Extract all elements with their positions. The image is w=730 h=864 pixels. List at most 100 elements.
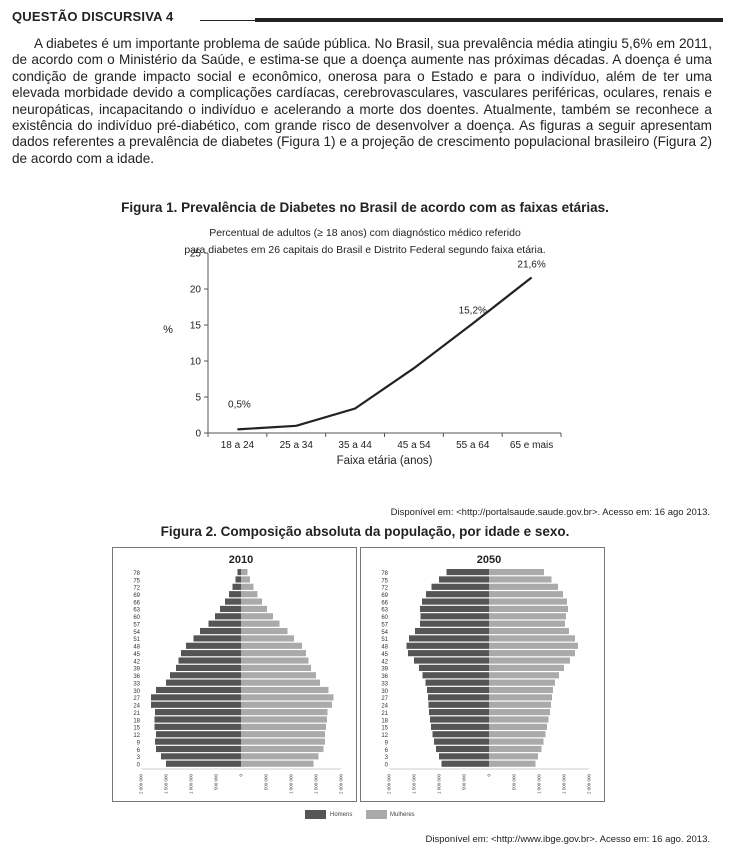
pyramid-bar-mulheres: [241, 745, 324, 753]
age-tick-label: 48: [381, 645, 388, 651]
y-tick-label: 15: [190, 321, 202, 332]
pyramid-bar-homens: [154, 716, 241, 723]
age-tick-label: 42: [133, 659, 140, 665]
pyramid-bar-mulheres: [241, 694, 334, 701]
pyramid-bar-mulheres: [489, 642, 578, 649]
pyramid-bar-mulheres: [489, 591, 563, 598]
pyramid-bar-mulheres: [489, 598, 567, 605]
age-tick-label: 27: [381, 696, 388, 702]
pyramid-bar-homens: [170, 672, 241, 679]
age-tick-label: 30: [133, 689, 140, 695]
intro-text-block: A diabetes é um importante problema de s…: [12, 36, 712, 167]
pyramid-bar-mulheres: [241, 605, 267, 613]
series-line: [237, 276, 533, 431]
pyramid-bar-mulheres: [489, 576, 552, 583]
pyramid-bar-homens: [166, 760, 241, 767]
pyramid-bar-homens: [155, 709, 241, 716]
pyramid-bar-mulheres: [489, 731, 546, 738]
x-tick-label: 1 500 000: [164, 774, 169, 795]
age-tick-label: 69: [381, 593, 388, 599]
x-tick-label: 1 000 000: [437, 774, 442, 795]
age-tick-label: 3: [137, 755, 141, 761]
pyramid-bar-mulheres: [241, 760, 314, 767]
question-header: QUESTÃO DISCURSIVA 4: [12, 9, 723, 29]
y-tick-label: 5: [195, 393, 201, 404]
pyramid-bar-mulheres: [489, 701, 551, 708]
age-tick-label: 39: [381, 667, 388, 673]
figure1-subtitle-line2: para diabetes em 26 capitais do Brasil e…: [184, 244, 546, 256]
x-tick-label: 500 000: [214, 774, 219, 791]
pyramid-bar-mulheres: [489, 569, 544, 576]
age-tick-label: 15: [381, 726, 388, 732]
age-tick-label: 72: [381, 586, 388, 592]
diabetes-line-chart: 0 5 10 15 20 25 18 a 24 25 a 34 35 a 44 45 a 54 55…: [150, 244, 580, 474]
pyramid-2010-frame: 2010 0 3 6 9 12 15 18 21 24 27 30 33 36 39 42 45 48 51 54 57…: [112, 547, 357, 802]
age-tick-label: 6: [137, 748, 141, 754]
pyramid-2050-frame: 2050 0 3 6 9 12 15 18 21 24 27 30 33 36 39 42 45 48 51 54 57…: [360, 547, 605, 802]
pyramid-bar-homens: [430, 716, 489, 723]
pyramid-bar-homens: [429, 709, 489, 716]
age-tick-label: 72: [133, 586, 140, 592]
pyramid-bar-homens: [178, 657, 241, 664]
diabetes-line-chart-svg: 0 5 10 15 20 25 18 a 24 25 a 34 35 a 44 45 a 54 55…: [163, 249, 562, 467]
x-tick-label: 500 000: [264, 774, 269, 791]
pyramid-title-2010: 2010: [229, 554, 253, 566]
pyramid-bar-homens: [426, 591, 489, 598]
pyramid-bar-mulheres: [489, 723, 547, 730]
pyramid-bar-homens: [432, 731, 489, 738]
x-tick-label: 18 a 24: [221, 440, 255, 451]
pyramid-bar-homens: [419, 664, 489, 671]
pyramid-bar-homens: [220, 605, 241, 613]
pyramid-bar-homens: [439, 576, 489, 583]
pyramid-bar-mulheres: [489, 605, 568, 613]
pyramid-bar-homens: [229, 591, 241, 598]
age-tick-label: 45: [381, 652, 388, 658]
pyramid-bar-mulheres: [489, 686, 553, 694]
header-rule-thick: [255, 18, 723, 22]
pyramid-bar-mulheres: [241, 627, 288, 635]
age-tick-label: 21: [133, 711, 140, 717]
pyramid-bar-mulheres: [241, 753, 319, 760]
pyramid-bar-homens: [422, 672, 489, 679]
age-tick-label: 60: [381, 615, 388, 621]
pyramid-bar-mulheres: [241, 583, 254, 590]
pyramid-bar-mulheres: [241, 701, 332, 708]
x-tick-label: 500 000: [462, 774, 467, 791]
age-tick-label: 51: [133, 637, 140, 643]
y-tick-label: 25: [190, 249, 202, 260]
pyramid-bar-mulheres: [489, 635, 575, 642]
legend-label-homens: Homens: [330, 812, 353, 818]
pyramid-bar-mulheres: [489, 627, 569, 635]
age-tick-label: 66: [381, 600, 388, 606]
pyramid-bar-mulheres: [489, 738, 544, 745]
age-tick-label: 48: [133, 645, 140, 651]
pyramid-bar-mulheres: [489, 745, 542, 753]
pyramid-bar-mulheres: [241, 679, 320, 686]
pyramid-bar-homens: [409, 635, 489, 642]
x-tick-label: 1 000 000: [189, 774, 194, 795]
x-tick-label: 0: [239, 774, 244, 777]
pyramid-bar-homens: [155, 738, 241, 745]
figure1-source: Disponível em: <http://portalsaude.saude…: [390, 507, 710, 518]
pyramid-2050-svg: 2050036912151821242730333639424548515457…: [381, 554, 592, 795]
data-label: 0,5%: [228, 399, 251, 410]
pyramid-bar-homens: [446, 569, 489, 576]
pyramid-bar-homens: [420, 613, 489, 620]
y-tick-label: 10: [190, 357, 202, 368]
pyramid-bar-homens: [420, 605, 489, 613]
pyramid-bar-homens: [176, 664, 241, 671]
age-tick-label: 27: [133, 696, 140, 702]
age-tick-label: 36: [381, 674, 388, 680]
pyramid-bar-homens: [428, 694, 489, 701]
x-tick-label: 2 000 000: [587, 774, 592, 795]
age-tick-label: 12: [381, 733, 388, 739]
age-tick-label: 9: [385, 740, 389, 746]
age-tick-label: 24: [133, 704, 140, 710]
pyramid-bar-homens: [431, 583, 489, 590]
age-tick-label: 9: [137, 740, 141, 746]
pyramid-bar-mulheres: [489, 672, 559, 679]
x-tick-label: 1 000 000: [537, 774, 542, 795]
pyramid-bar-mulheres: [489, 679, 555, 686]
pyramid-title-2050: 2050: [477, 554, 501, 566]
age-tick-label: 21: [381, 711, 388, 717]
